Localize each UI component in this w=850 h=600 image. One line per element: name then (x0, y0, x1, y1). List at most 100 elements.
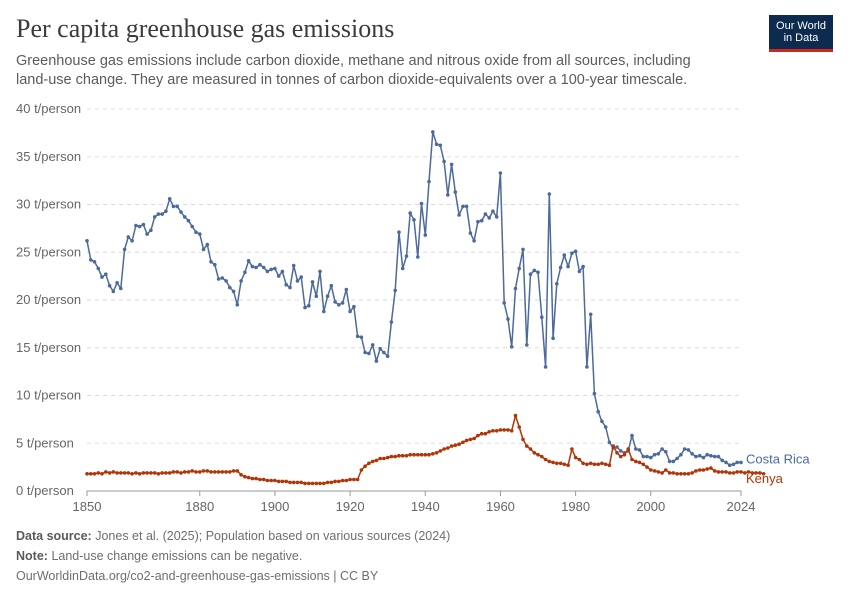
data-point (686, 448, 691, 452)
data-point (521, 247, 525, 252)
data-point (156, 472, 161, 476)
data-point (198, 470, 202, 474)
data-point (727, 463, 732, 468)
chart-title: Per capita greenhouse gas emissions (16, 14, 395, 43)
data-point (517, 266, 521, 271)
data-point (258, 477, 262, 482)
data-point (528, 447, 533, 451)
data-source-label: Data source: (16, 529, 92, 543)
x-tick-label: 2024 (727, 499, 756, 514)
x-tick-label: 1900 (260, 499, 289, 514)
data-point (175, 204, 179, 209)
series-label: Kenya (746, 471, 784, 486)
data-point (370, 459, 375, 464)
data-point (284, 479, 289, 484)
data-point (671, 459, 676, 464)
data-point (352, 304, 356, 309)
data-point (679, 452, 683, 457)
data-point (179, 471, 183, 475)
data-point (671, 471, 676, 475)
data-point (419, 201, 424, 206)
data-point (179, 210, 183, 214)
data-point (235, 469, 240, 473)
source-url-text[interactable]: OurWorldinData.org/co2-and-greenhouse-ga… (16, 569, 379, 583)
data-point (754, 471, 758, 475)
data-point (724, 460, 728, 465)
y-tick-label: 5 t/person (16, 435, 74, 450)
data-point (265, 478, 270, 483)
data-point (397, 453, 401, 458)
data-point (472, 239, 476, 243)
data-point (111, 470, 116, 474)
data-point (457, 442, 461, 447)
data-point (446, 446, 450, 450)
data-point (596, 409, 600, 414)
data-point (652, 469, 657, 473)
data-point (464, 204, 469, 209)
data-point (570, 447, 574, 451)
data-point (389, 320, 394, 324)
source-url[interactable]: OurWorldinData.org/co2-and-greenhouse-ga… (16, 569, 378, 583)
data-point (525, 444, 529, 448)
data-point (374, 359, 379, 363)
data-point (325, 480, 330, 485)
data-point (551, 460, 555, 465)
data-point (502, 301, 507, 305)
data-point (400, 453, 405, 458)
data-point (622, 452, 627, 457)
data-point (509, 345, 514, 349)
data-point (130, 239, 134, 243)
data-point (213, 470, 217, 474)
data-point (239, 279, 243, 283)
data-point (250, 476, 255, 481)
data-point (521, 437, 525, 442)
data-point (506, 428, 510, 432)
data-point (167, 197, 172, 201)
data-point (607, 440, 612, 445)
data-point (690, 452, 694, 456)
data-point (389, 454, 394, 459)
data-point (318, 269, 322, 274)
data-point (119, 286, 123, 291)
data-point (461, 204, 465, 209)
data-point (137, 472, 142, 476)
y-tick-label: 20 t/person (16, 292, 81, 307)
data-point (735, 460, 739, 465)
x-axis-ticks: 1850 1880 1900 1920 1940 1960 1980 2000 2024 (73, 490, 756, 514)
data-point (329, 283, 334, 288)
data-point (675, 456, 679, 461)
data-point (149, 228, 153, 233)
data-point (641, 462, 646, 467)
data-point (735, 470, 739, 474)
data-point (190, 469, 194, 473)
data-point (645, 465, 649, 469)
data-point (664, 450, 668, 454)
data-point (457, 213, 461, 217)
data-point (442, 447, 446, 451)
data-point (637, 460, 642, 465)
data-point (423, 233, 428, 237)
data-point (333, 479, 337, 484)
data-point (85, 472, 89, 476)
data-point (596, 462, 600, 467)
data-point (160, 471, 164, 475)
data-point (573, 249, 578, 254)
note-text: Land-use change emissions can be negativ… (51, 549, 303, 563)
data-point (141, 471, 146, 475)
data-point (532, 268, 537, 273)
data-point (152, 215, 157, 219)
data-point (310, 280, 315, 284)
data-point (487, 216, 492, 220)
data-point (543, 365, 548, 369)
data-point (697, 468, 702, 472)
data-point (603, 462, 608, 467)
data-point (209, 470, 213, 474)
data-point (92, 472, 97, 476)
data-point (558, 461, 563, 466)
data-point (720, 470, 724, 474)
owid-logo[interactable]: Our World in Data (769, 15, 833, 52)
data-point (359, 468, 364, 472)
data-point (509, 429, 514, 433)
data-point (104, 272, 108, 277)
data-point (239, 473, 243, 477)
